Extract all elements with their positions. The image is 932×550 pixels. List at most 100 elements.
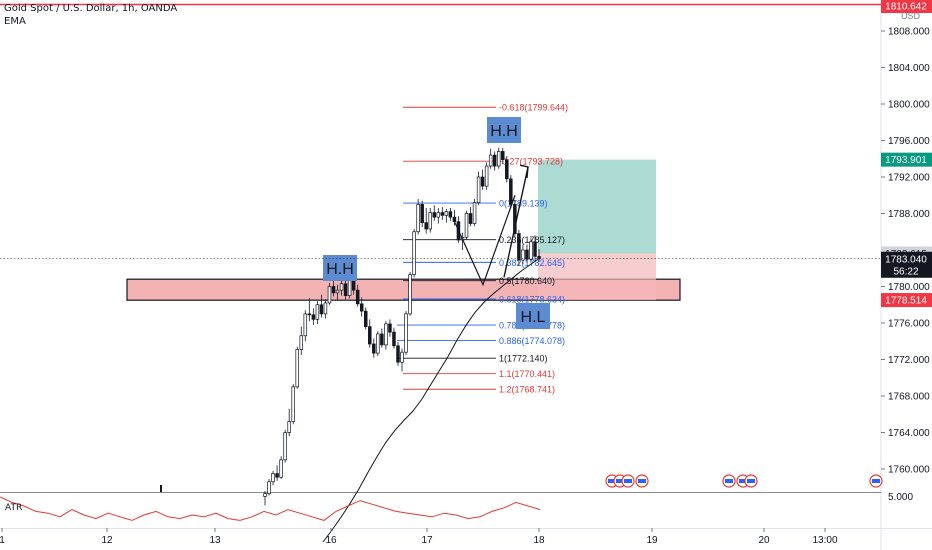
annotation-box xyxy=(323,255,357,281)
x-tick-label: 13 xyxy=(209,535,221,546)
candle xyxy=(355,284,360,307)
candle-body xyxy=(416,204,420,233)
flag-icon xyxy=(739,479,747,483)
candle xyxy=(323,299,328,319)
pattern-line xyxy=(454,195,516,287)
candle-body xyxy=(472,202,477,224)
ema-line xyxy=(322,258,539,543)
fib-label: 0.618(1778.634) xyxy=(499,294,565,304)
candle-body xyxy=(428,212,432,230)
candle-body xyxy=(424,222,428,230)
x-tick-label: 16 xyxy=(325,535,337,546)
candle-body xyxy=(420,204,424,223)
economic-event-icon xyxy=(744,474,758,488)
candle xyxy=(404,311,408,355)
x-tick-label: 1 xyxy=(0,535,5,546)
flag-icon xyxy=(747,479,755,483)
x-tick-label: 12 xyxy=(101,535,113,546)
candle xyxy=(343,281,348,300)
candle xyxy=(476,171,481,206)
economic-event-icon xyxy=(869,474,883,488)
candle xyxy=(396,342,400,366)
annotation-label: H.H xyxy=(326,261,354,278)
price-label: 1793.901 xyxy=(881,152,932,167)
candle-body xyxy=(432,212,437,218)
economic-event-icon xyxy=(635,474,649,488)
candle xyxy=(299,326,304,355)
atr-line xyxy=(0,496,541,521)
candle xyxy=(509,175,513,209)
candle-body xyxy=(452,216,457,223)
candle xyxy=(331,281,336,297)
price-label-bg xyxy=(881,0,932,13)
candle xyxy=(319,294,324,318)
candle xyxy=(480,169,485,190)
candle-body xyxy=(492,154,497,167)
target-area xyxy=(538,159,656,254)
fib-label: 0.236(1785.127) xyxy=(499,235,565,245)
candle-body xyxy=(444,211,449,216)
fib-label: 1.1(1770.441) xyxy=(499,369,555,379)
candle-body xyxy=(529,241,533,260)
price-label: 1810.642 xyxy=(881,0,932,13)
candle-body xyxy=(388,323,392,333)
candle xyxy=(444,208,449,223)
candle-body xyxy=(364,310,368,328)
candle-body xyxy=(331,286,336,294)
candle xyxy=(448,208,453,221)
y-tick-label: 1760.000 xyxy=(888,465,930,476)
candle-body xyxy=(412,231,416,275)
candle xyxy=(339,281,344,296)
y-tick-label: 1800.000 xyxy=(888,100,930,111)
x-tick-label: 13:00 xyxy=(812,535,837,546)
fib-label: 0(1789.139) xyxy=(499,199,548,209)
candle-body xyxy=(319,304,324,315)
candle-body xyxy=(372,343,376,354)
candle-body xyxy=(484,165,489,187)
candle-body xyxy=(283,432,287,461)
candle xyxy=(488,148,493,169)
candle xyxy=(521,244,525,264)
atr-title[interactable]: ATR xyxy=(5,503,23,513)
price-label: 1778.514 xyxy=(881,293,932,308)
candle-body xyxy=(359,303,364,312)
indicator-title[interactable]: EMA xyxy=(4,16,26,27)
currency-label: USD xyxy=(901,11,921,21)
candle-body xyxy=(537,256,541,260)
candle-body xyxy=(287,421,291,433)
candle xyxy=(380,328,384,348)
candle xyxy=(416,198,420,235)
pattern-annotation: H.H xyxy=(323,255,357,281)
flag-icon xyxy=(872,479,880,483)
candle xyxy=(368,319,372,348)
candle xyxy=(440,207,445,220)
candle-body xyxy=(464,213,469,238)
y-tick-label: 1776.000 xyxy=(888,319,930,330)
pattern-annotation: H.H xyxy=(487,117,521,143)
candle xyxy=(424,208,428,234)
economic-event-icon xyxy=(621,474,635,488)
candle-body xyxy=(335,289,340,294)
price-label-text: 1778.514 xyxy=(885,296,927,307)
y-tick-label: 1772.000 xyxy=(888,355,930,366)
fib-label: 1(1772.140) xyxy=(499,354,548,364)
candle xyxy=(335,284,340,301)
stop-area xyxy=(538,253,656,301)
candle-body xyxy=(440,212,445,216)
price-label-bg xyxy=(881,251,932,278)
x-tick-label: 20 xyxy=(758,535,770,546)
candle-body xyxy=(517,233,521,261)
symbol-title[interactable]: Gold Spot / U.S. Dollar, 1h, OANDA xyxy=(4,3,178,14)
candle xyxy=(283,429,287,463)
candle-body xyxy=(295,349,299,388)
candle xyxy=(376,331,380,356)
annotation-label: H.H xyxy=(490,123,518,140)
y-tick-label: 1796.000 xyxy=(888,136,930,147)
candle-body xyxy=(509,178,513,205)
candle xyxy=(472,198,477,227)
candle xyxy=(287,408,291,437)
fib-label: -0.618(1799.644) xyxy=(499,103,568,113)
candle xyxy=(496,147,501,169)
annotation-label: H.L xyxy=(521,309,546,326)
